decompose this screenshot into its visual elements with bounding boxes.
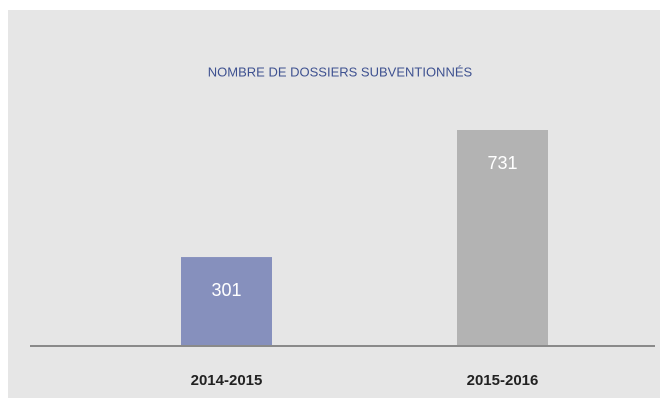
x-tick-label: 2014-2015 xyxy=(191,372,263,389)
bar xyxy=(457,130,548,346)
bar xyxy=(181,257,272,346)
x-tick-label: 2015-2016 xyxy=(467,372,539,389)
chart-title: NOMBRE DE DOSSIERS SUBVENTIONNÉS xyxy=(208,64,473,79)
value-label: 731 xyxy=(487,153,517,173)
value-label: 301 xyxy=(211,280,241,300)
panel xyxy=(8,10,660,398)
